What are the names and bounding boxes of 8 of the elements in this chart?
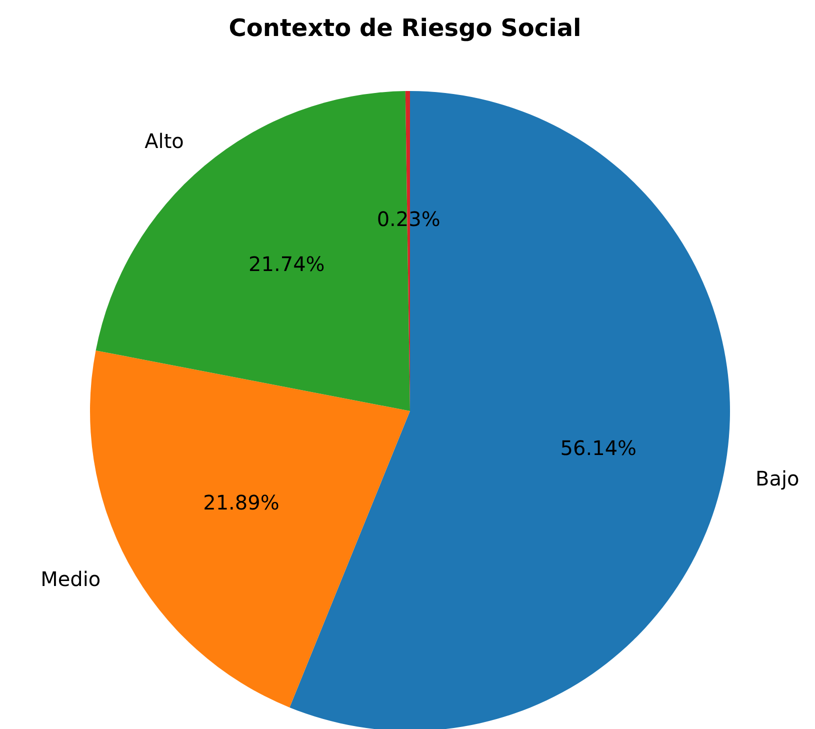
data-label: 21.89%: [203, 490, 280, 515]
slice-label: Bajo: [755, 466, 800, 490]
data-label: 21.74%: [248, 252, 325, 276]
slice-label: Medio: [40, 566, 101, 591]
slice-label: Alto: [144, 129, 184, 154]
data-label: 0.23%: [376, 207, 440, 232]
chart-title: Contexto de Riesgo Social: [228, 14, 582, 42]
data-label: 56.14%: [560, 436, 637, 460]
